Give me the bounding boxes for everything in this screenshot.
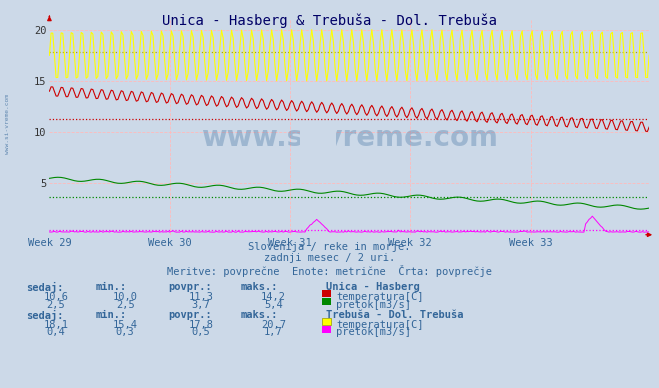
Text: 0,4: 0,4	[47, 327, 65, 338]
Text: povpr.:: povpr.:	[168, 310, 212, 320]
Text: 15,4: 15,4	[113, 320, 138, 330]
Polygon shape	[300, 124, 318, 175]
Text: sedaj:: sedaj:	[26, 310, 64, 321]
Text: Trebuša - Dol. Trebuša: Trebuša - Dol. Trebuša	[326, 310, 464, 320]
Text: 5,4: 5,4	[264, 300, 283, 310]
Text: maks.:: maks.:	[241, 310, 278, 320]
Text: 0,3: 0,3	[116, 327, 134, 338]
Text: zadnji mesec / 2 uri.: zadnji mesec / 2 uri.	[264, 253, 395, 263]
Text: 3,7: 3,7	[192, 300, 210, 310]
Text: min.:: min.:	[96, 282, 127, 293]
Text: 17,8: 17,8	[188, 320, 214, 330]
Text: 2,5: 2,5	[47, 300, 65, 310]
Text: Unica - Hasberg: Unica - Hasberg	[326, 282, 420, 293]
Text: temperatura[C]: temperatura[C]	[336, 320, 424, 330]
Text: 11,3: 11,3	[188, 292, 214, 302]
Text: 14,2: 14,2	[261, 292, 286, 302]
Text: pretok[m3/s]: pretok[m3/s]	[336, 300, 411, 310]
Polygon shape	[318, 124, 336, 175]
Text: maks.:: maks.:	[241, 282, 278, 293]
Text: pretok[m3/s]: pretok[m3/s]	[336, 327, 411, 338]
Polygon shape	[300, 124, 336, 149]
Text: Slovenija / reke in morje.: Slovenija / reke in morje.	[248, 242, 411, 252]
Text: 1,7: 1,7	[264, 327, 283, 338]
Text: 10,0: 10,0	[113, 292, 138, 302]
Text: temperatura[C]: temperatura[C]	[336, 292, 424, 302]
Text: www.si-vreme.com: www.si-vreme.com	[5, 94, 11, 154]
Text: 10,6: 10,6	[43, 292, 69, 302]
Text: www.si-vreme.com: www.si-vreme.com	[201, 124, 498, 152]
Text: 20,7: 20,7	[261, 320, 286, 330]
Text: 0,5: 0,5	[192, 327, 210, 338]
Text: min.:: min.:	[96, 310, 127, 320]
Text: Unica - Hasberg & Trebuša - Dol. Trebuša: Unica - Hasberg & Trebuša - Dol. Trebuša	[162, 14, 497, 28]
Text: sedaj:: sedaj:	[26, 282, 64, 293]
Text: 2,5: 2,5	[116, 300, 134, 310]
Text: Meritve: povprečne  Enote: metrične  Črta: povprečje: Meritve: povprečne Enote: metrične Črta:…	[167, 265, 492, 277]
Text: 18,1: 18,1	[43, 320, 69, 330]
Text: povpr.:: povpr.:	[168, 282, 212, 293]
